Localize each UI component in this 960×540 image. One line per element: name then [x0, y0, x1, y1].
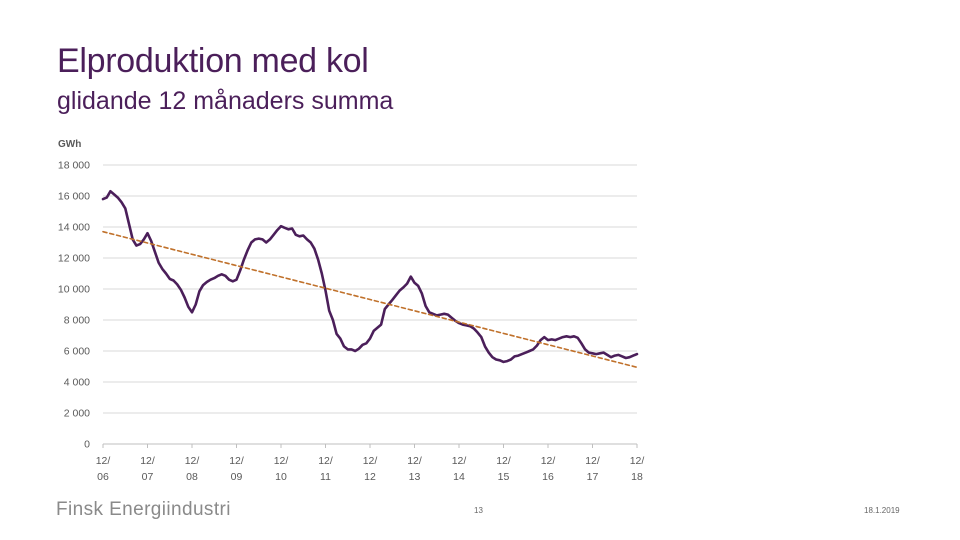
slide-title: Elproduktion med kol — [57, 42, 369, 80]
gridlines — [103, 164, 637, 445]
x-tick-label-top: 12/ — [229, 455, 244, 467]
y-tick-label: 18 000 — [58, 160, 90, 172]
x-tick-label-top: 12/ — [541, 455, 556, 467]
x-tick-label-bottom: 10 — [275, 471, 287, 483]
x-tick-label-bottom: 13 — [409, 471, 421, 483]
series — [101, 190, 639, 369]
y-tick-label: 16 000 — [58, 191, 90, 203]
y-tick-label: 0 — [84, 439, 90, 451]
y-tick-label: 2 000 — [64, 408, 90, 420]
y-tick-label: 10 000 — [58, 284, 90, 296]
x-tick-label-bottom: 07 — [142, 471, 154, 483]
y-axis-unit-label: GWh — [58, 139, 81, 150]
x-tick-label-top: 12/ — [630, 455, 645, 467]
x-tick-label-bottom: 08 — [186, 471, 198, 483]
x-tick-label-top: 12/ — [274, 455, 289, 467]
y-tick-label: 14 000 — [58, 222, 90, 234]
x-tick-label-bottom: 14 — [453, 471, 465, 483]
trend-line — [102, 230, 638, 369]
x-tick-label-top: 12/ — [318, 455, 333, 467]
x-tick-label-bottom: 16 — [542, 471, 554, 483]
x-axis-tick-labels: 12/06 12/07 12/08 12/09 12/10 12/11 12/12 12/13… — [96, 444, 645, 483]
x-tick-label-top: 12/ — [452, 455, 467, 467]
x-tick-label-top: 12/ — [585, 455, 600, 467]
x-tick-label-top: 12/ — [185, 455, 200, 467]
y-tick-label: 12 000 — [58, 253, 90, 265]
page-number: 13 — [474, 506, 483, 515]
x-tick-label-top: 12/ — [140, 455, 155, 467]
y-axis-tick-labels: 0 2 000 4 000 6 000 8 000 10 000 12 000 14 000 1… — [58, 160, 90, 451]
x-tick-label-bottom: 06 — [97, 471, 109, 483]
x-tick-label-top: 12/ — [96, 455, 111, 467]
slide-subtitle: glidande 12 månaders summa — [57, 87, 394, 115]
finsk-energiindustri-logo: Finsk Energiindustri — [56, 499, 231, 520]
footer-date: 18.1.2019 — [864, 506, 900, 515]
x-tick-label-top: 12/ — [496, 455, 511, 467]
x-tick-label-top: 12/ — [363, 455, 378, 467]
x-tick-label-bottom: 18 — [631, 471, 643, 483]
coal-production-line — [101, 190, 639, 364]
y-tick-label: 4 000 — [64, 377, 90, 389]
y-tick-label: 6 000 — [64, 346, 90, 358]
x-tick-label-bottom: 17 — [587, 471, 599, 483]
x-tick-label-bottom: 12 — [364, 471, 376, 483]
x-tick-label-bottom: 09 — [231, 471, 243, 483]
x-tick-label-bottom: 11 — [320, 471, 331, 483]
x-tick-label-top: 12/ — [407, 455, 422, 467]
y-tick-label: 8 000 — [64, 315, 90, 327]
x-tick-label-bottom: 15 — [498, 471, 510, 483]
